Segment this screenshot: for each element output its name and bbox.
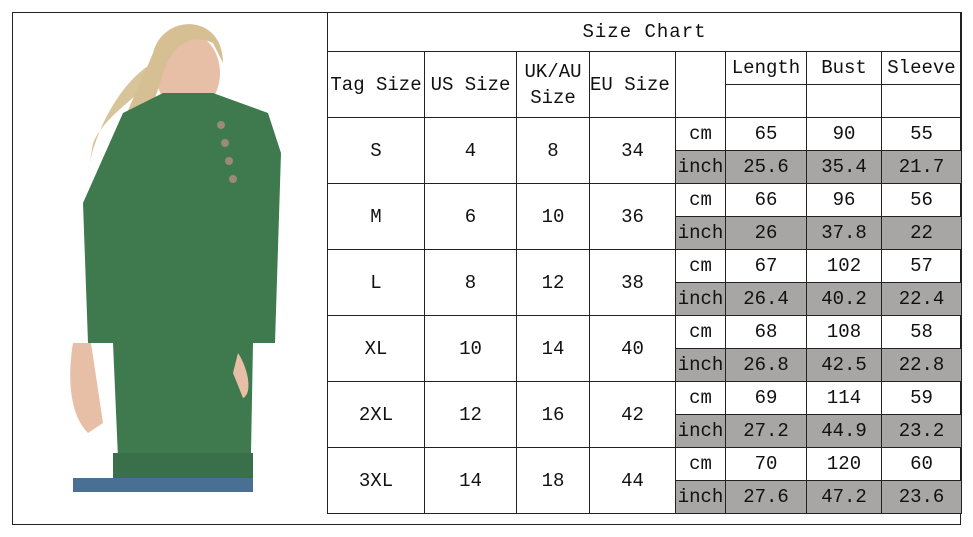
- header-us-size: US Size: [424, 51, 517, 118]
- cell-eu-size: 38: [589, 249, 676, 316]
- cell-length-inch: 26.8: [725, 348, 807, 382]
- cell-uk-au-size: 10: [516, 183, 590, 250]
- cell-us-size: 4: [424, 117, 517, 184]
- cell-bust-inch: 44.9: [806, 414, 882, 448]
- cell-bust-cm: 114: [806, 381, 882, 415]
- cell-us-size: 8: [424, 249, 517, 316]
- cell-bust-inch: 42.5: [806, 348, 882, 382]
- cell-us-size: 6: [424, 183, 517, 250]
- cell-eu-size: 40: [589, 315, 676, 382]
- cell-unit-inch: inch: [675, 150, 726, 184]
- cell-us-size: 14: [424, 447, 517, 514]
- cell-unit-inch: inch: [675, 480, 726, 514]
- cell-length-cm: 69: [725, 381, 807, 415]
- cell-us-size: 10: [424, 315, 517, 382]
- cell-tag-size: 2XL: [327, 381, 425, 448]
- cell-length-inch: 26: [725, 216, 807, 250]
- cell-unit-cm: cm: [675, 381, 726, 415]
- cell-uk-au-size: 18: [516, 447, 590, 514]
- cell-unit-cm: cm: [675, 117, 726, 151]
- cell-unit-cm: cm: [675, 315, 726, 349]
- cell-sleeve-inch: 22.4: [881, 282, 962, 316]
- cell-bust-cm: 120: [806, 447, 882, 481]
- cell-tag-size: M: [327, 183, 425, 250]
- cell-tag-size: 3XL: [327, 447, 425, 514]
- cell-length-cm: 67: [725, 249, 807, 283]
- header-tag-size: Tag Size: [327, 51, 425, 118]
- header-bust: Bust: [806, 51, 882, 85]
- cell-unit-cm: cm: [675, 249, 726, 283]
- cell-length-inch: 27.2: [725, 414, 807, 448]
- cell-sleeve-cm: 58: [881, 315, 962, 349]
- header-blank: [881, 84, 962, 118]
- cell-bust-inch: 40.2: [806, 282, 882, 316]
- cell-bust-cm: 108: [806, 315, 882, 349]
- cell-uk-au-size: 12: [516, 249, 590, 316]
- cell-tag-size: L: [327, 249, 425, 316]
- table-row-inch: inch 26.4 40.2 22.4: [328, 282, 962, 316]
- table-row-inch: inch 27.2 44.9 23.2: [328, 414, 962, 448]
- table-row-cm: 3XL 14 18 44 cm 70 120 60: [327, 447, 962, 514]
- table-row-cm: 2XL 12 16 42 cm 69 114 59: [327, 381, 962, 448]
- cell-unit-inch: inch: [675, 348, 726, 382]
- cell-sleeve-inch: 22.8: [881, 348, 962, 382]
- cell-bust-inch: 37.8: [806, 216, 882, 250]
- cell-length-inch: 26.4: [725, 282, 807, 316]
- header-blank: [725, 84, 807, 118]
- header-uk-au-size: UK/AU Size: [516, 51, 590, 118]
- cell-sleeve-cm: 59: [881, 381, 962, 415]
- cell-length-inch: 27.6: [725, 480, 807, 514]
- table-row-cm: XL 10 14 40 cm 68 108 58: [327, 315, 962, 382]
- cell-length-cm: 68: [725, 315, 807, 349]
- header-sleeve: Sleeve: [881, 51, 962, 85]
- cell-length-cm: 66: [725, 183, 807, 217]
- table-row-inch: inch 27.6 47.2 23.6: [328, 480, 962, 514]
- cell-sleeve-cm: 56: [881, 183, 962, 217]
- chart-title: Size Chart: [327, 12, 962, 52]
- header-blank: [806, 84, 882, 118]
- cell-bust-cm: 102: [806, 249, 882, 283]
- cell-sleeve-cm: 60: [881, 447, 962, 481]
- cell-unit-inch: inch: [675, 282, 726, 316]
- cell-bust-inch: 47.2: [806, 480, 882, 514]
- cell-unit-inch: inch: [675, 414, 726, 448]
- size-chart-table: Size Chart Tag Size US Size UK/AU Size E…: [327, 12, 962, 514]
- cell-eu-size: 34: [589, 117, 676, 184]
- table-row-inch: inch 25.6 35.4 21.7: [328, 150, 962, 184]
- table-row-cm: S 4 8 34 cm 65 90 55: [327, 117, 962, 184]
- cell-unit-cm: cm: [675, 183, 726, 217]
- cell-uk-au-size: 8: [516, 117, 590, 184]
- table-row-inch: inch 26 37.8 22: [328, 216, 962, 250]
- cell-bust-cm: 90: [806, 117, 882, 151]
- cell-sleeve-inch: 22: [881, 216, 962, 250]
- cell-tag-size: XL: [327, 315, 425, 382]
- header-unit: [675, 51, 726, 118]
- cell-length-cm: 70: [725, 447, 807, 481]
- header-eu-size: EU Size: [589, 51, 676, 118]
- cell-sleeve-cm: 55: [881, 117, 962, 151]
- cell-uk-au-size: 16: [516, 381, 590, 448]
- header-length: Length: [725, 51, 807, 85]
- cell-unit-cm: cm: [675, 447, 726, 481]
- cell-sleeve-cm: 57: [881, 249, 962, 283]
- cell-bust-cm: 96: [806, 183, 882, 217]
- cell-sleeve-inch: 21.7: [881, 150, 962, 184]
- cell-length-cm: 65: [725, 117, 807, 151]
- cell-eu-size: 36: [589, 183, 676, 250]
- cell-unit-inch: inch: [675, 216, 726, 250]
- cell-length-inch: 25.6: [725, 150, 807, 184]
- cell-sleeve-inch: 23.2: [881, 414, 962, 448]
- cell-us-size: 12: [424, 381, 517, 448]
- cell-eu-size: 42: [589, 381, 676, 448]
- cell-sleeve-inch: 23.6: [881, 480, 962, 514]
- cell-eu-size: 44: [589, 447, 676, 514]
- table-row-inch: inch 26.8 42.5 22.8: [328, 348, 962, 382]
- cell-uk-au-size: 14: [516, 315, 590, 382]
- product-photo: [13, 13, 327, 524]
- table-row-cm: M 6 10 36 cm 66 96 56: [327, 183, 962, 250]
- table-row-cm: L 8 12 38 cm 67 102 57: [327, 249, 962, 316]
- cell-bust-inch: 35.4: [806, 150, 882, 184]
- cell-tag-size: S: [327, 117, 425, 184]
